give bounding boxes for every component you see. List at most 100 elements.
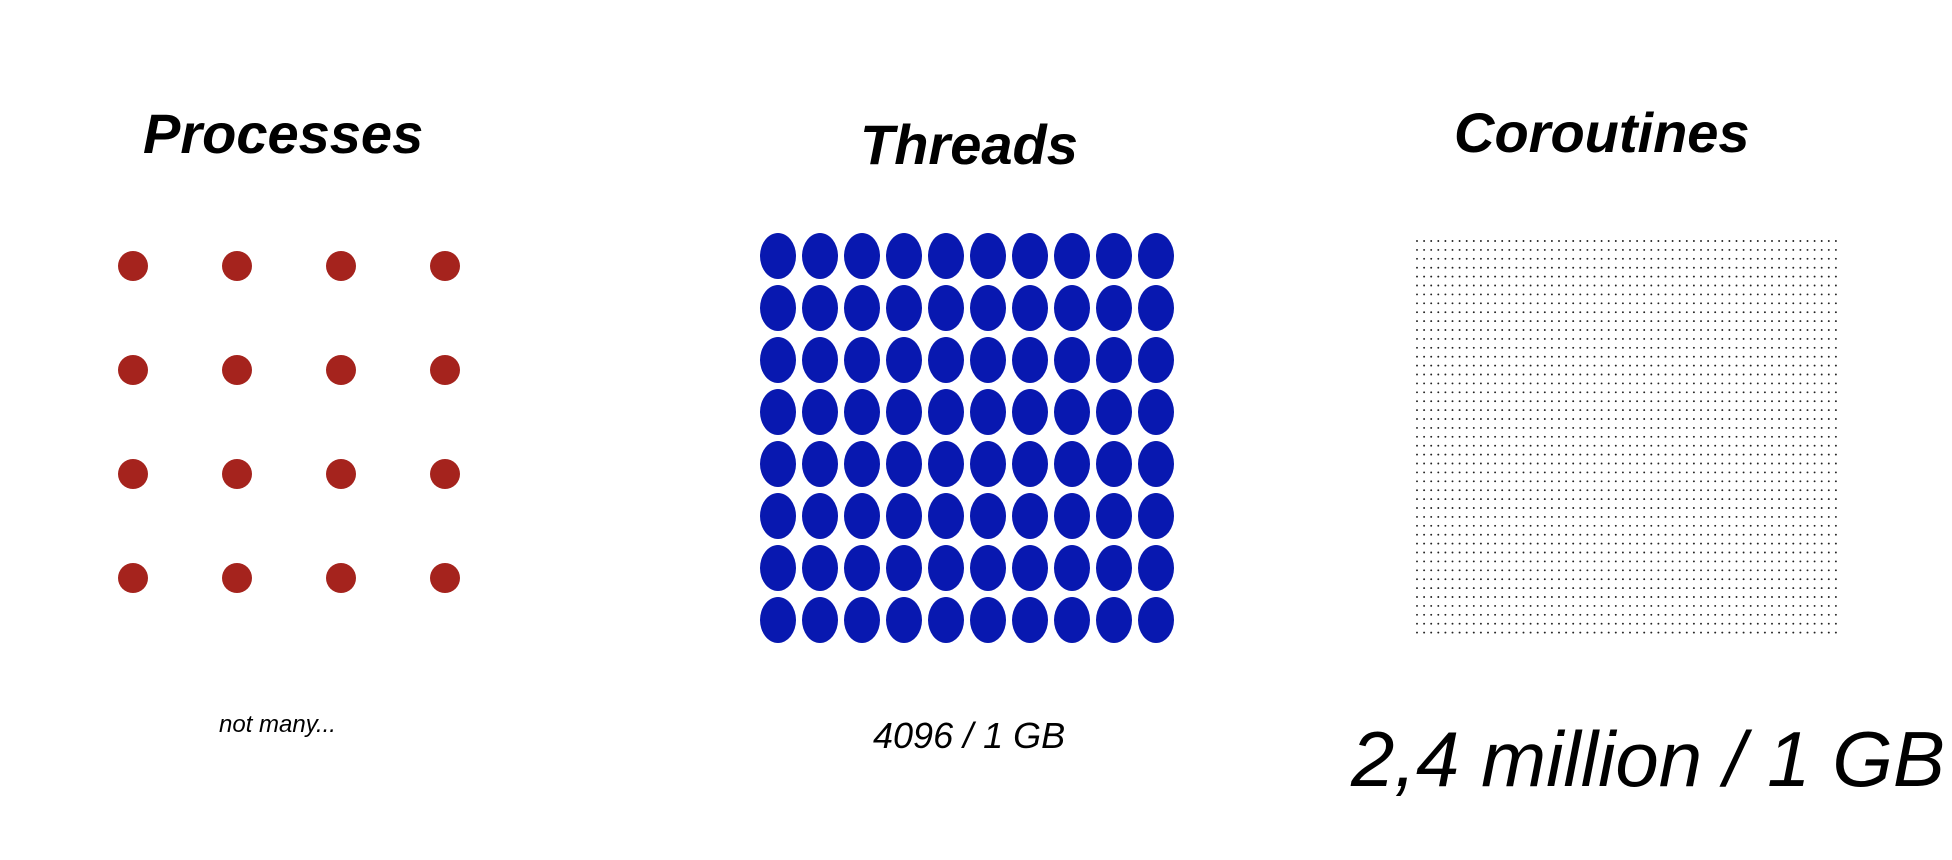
coroutine-dot (1671, 480, 1674, 483)
coroutine-dot (1451, 498, 1454, 501)
coroutine-dot (1763, 293, 1766, 296)
coroutine-dot (1444, 240, 1447, 242)
coroutine-dot (1543, 489, 1546, 492)
coroutine-dot (1614, 355, 1617, 358)
coroutine-dot (1771, 364, 1773, 367)
coroutine-dot (1558, 266, 1560, 269)
thread-dot (1054, 545, 1090, 591)
coroutine-dot (1714, 364, 1717, 367)
coroutine-dot (1664, 337, 1667, 340)
coroutine-dot (1444, 622, 1447, 625)
coroutine-dot (1756, 596, 1759, 598)
coroutine-dot (1834, 515, 1837, 518)
coroutine-dot (1522, 284, 1525, 287)
coroutine-dot (1742, 337, 1745, 340)
coroutine-dot (1785, 578, 1788, 581)
coroutine-dot (1685, 337, 1688, 340)
coroutine-dot (1700, 320, 1702, 323)
coroutine-dot (1756, 329, 1759, 331)
coroutine-dot (1423, 302, 1426, 305)
coroutine-dot (1586, 275, 1589, 278)
coroutine-dot (1593, 284, 1596, 287)
coroutine-dot (1742, 391, 1745, 394)
coroutine-dot (1671, 578, 1674, 581)
thread-dot (886, 597, 922, 643)
coroutine-dot (1430, 471, 1433, 474)
coroutine-dot (1508, 364, 1511, 367)
coroutine-dot (1607, 578, 1610, 581)
coroutine-dot (1565, 435, 1568, 438)
coroutine-dot (1536, 560, 1539, 563)
coroutine-dot (1778, 382, 1781, 385)
coroutine-dot (1494, 435, 1497, 438)
coroutine-dot (1565, 453, 1568, 456)
thread-dot (802, 493, 838, 539)
coroutine-dot (1522, 444, 1525, 447)
coroutine-dot (1714, 435, 1717, 438)
coroutine-dot (1600, 418, 1603, 420)
coroutine-dot (1692, 293, 1695, 296)
coroutine-dot (1451, 453, 1454, 456)
coroutine-dot (1572, 409, 1575, 412)
coroutine-dot (1756, 462, 1759, 465)
coroutine-dot (1586, 515, 1589, 518)
coroutine-dot (1820, 631, 1823, 634)
coroutine-dot (1621, 489, 1624, 492)
coroutine-dot (1586, 329, 1589, 331)
coroutine-dot (1714, 248, 1717, 251)
coroutine-dot (1834, 462, 1837, 465)
coroutine-dot (1806, 320, 1809, 323)
coroutine-dot (1451, 418, 1454, 420)
coroutine-dot (1593, 489, 1596, 492)
coroutine-dot (1700, 284, 1702, 287)
coroutine-dot (1529, 498, 1532, 501)
coroutine-dot (1629, 391, 1631, 394)
coroutine-dot (1636, 551, 1639, 554)
thread-dot (970, 233, 1006, 279)
coroutine-dot (1621, 515, 1624, 518)
coroutine-dot (1671, 560, 1674, 563)
coroutine-dot (1820, 266, 1823, 269)
coroutine-dot (1550, 542, 1553, 545)
coroutine-dot (1671, 382, 1674, 385)
coroutine-dot (1685, 284, 1688, 287)
coroutine-dot (1586, 293, 1589, 296)
coroutine-dot (1785, 257, 1788, 260)
coroutine-dot (1558, 453, 1560, 456)
coroutine-dot (1728, 337, 1731, 340)
coroutine-dot (1721, 596, 1724, 598)
coroutine-dot (1806, 622, 1809, 625)
coroutine-dot (1643, 569, 1646, 572)
coroutine-dot (1721, 275, 1724, 278)
coroutine-dot (1785, 604, 1788, 607)
coroutine-dot (1820, 551, 1823, 554)
coroutine-dot (1707, 266, 1710, 269)
coroutine-dot (1664, 515, 1667, 518)
coroutine-dot (1629, 453, 1631, 456)
coroutine-dot (1643, 257, 1646, 260)
coroutine-dot (1607, 248, 1610, 251)
coroutine-dot (1458, 355, 1461, 358)
coroutine-dot (1728, 266, 1731, 269)
coroutine-dot (1678, 293, 1681, 296)
coroutine-dot (1586, 542, 1589, 545)
coroutine-dot (1820, 240, 1823, 242)
coroutine-dot (1614, 426, 1617, 429)
coroutine-dot (1763, 275, 1766, 278)
coroutine-dot (1479, 462, 1482, 465)
coroutine-dot (1636, 560, 1639, 563)
coroutine-dot (1621, 622, 1624, 625)
coroutine-dot (1423, 400, 1426, 403)
coroutine-dot (1543, 587, 1546, 590)
coroutine-dot (1792, 355, 1795, 358)
coroutine-dot (1423, 613, 1426, 616)
coroutine-dot (1572, 587, 1575, 590)
coroutine-dot (1494, 266, 1497, 269)
coroutine-dot (1778, 329, 1781, 331)
coroutine-dot (1550, 604, 1553, 607)
coroutine-dot (1700, 604, 1702, 607)
coroutine-dot (1820, 426, 1823, 429)
coroutine-dot (1813, 622, 1816, 625)
coroutine-dot (1508, 293, 1511, 296)
coroutine-dot (1423, 587, 1426, 590)
